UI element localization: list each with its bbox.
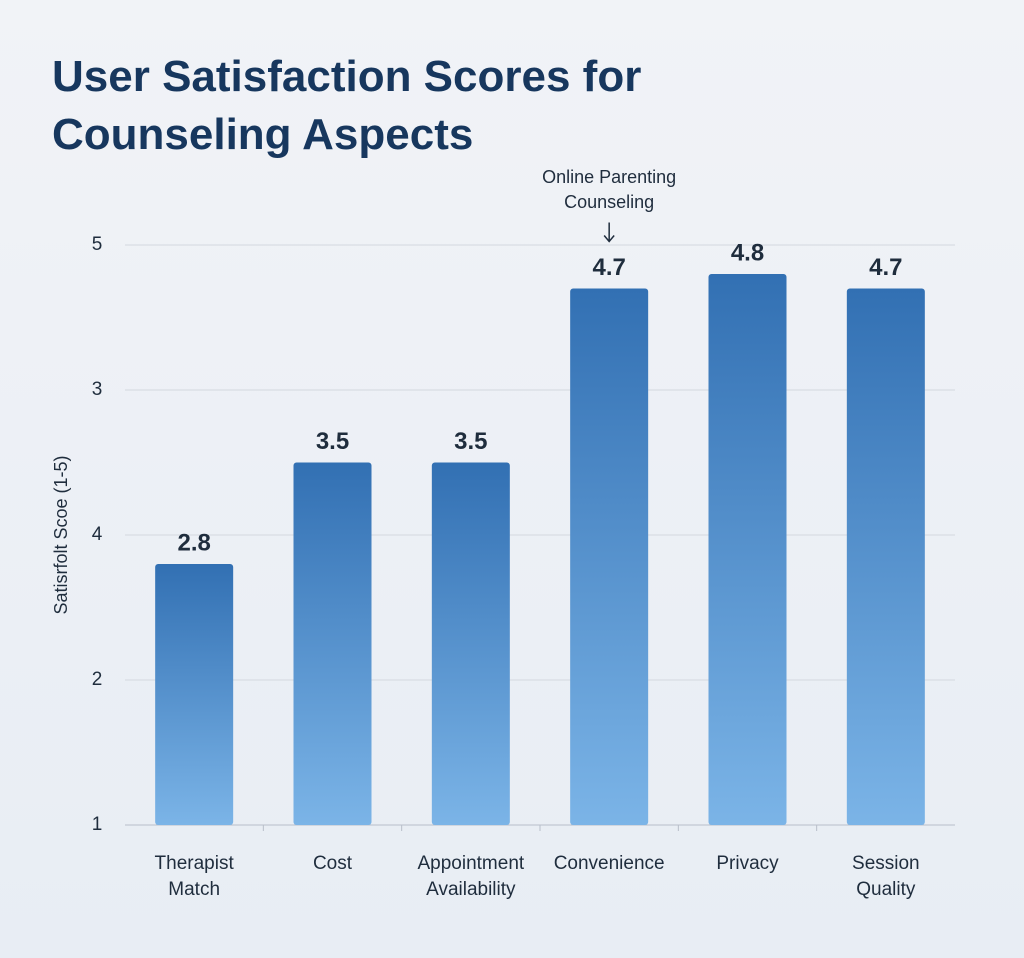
bar — [293, 462, 372, 825]
y-tick-label: 1 — [92, 814, 103, 835]
annotation: Online Parenting Counseling — [542, 166, 677, 212]
x-tick-label: Cost — [312, 853, 353, 874]
annotation-arrowhead — [603, 235, 615, 243]
bar — [155, 564, 234, 825]
data-label: 4.8 — [731, 239, 764, 266]
x-tick-label: Therapist Match — [154, 853, 234, 900]
x-tick-label: Session Quality — [852, 853, 920, 900]
bar — [570, 288, 649, 825]
x-tick-label: Privacy — [716, 853, 779, 874]
data-label: 4.7 — [869, 254, 902, 281]
y-tick-label: 2 — [92, 669, 103, 690]
y-tick-label: 5 — [92, 234, 103, 255]
data-label: 4.7 — [592, 254, 625, 281]
bar — [708, 274, 787, 825]
data-label: 3.5 — [454, 428, 487, 455]
data-label: 2.8 — [177, 529, 210, 556]
y-tick-label: 3 — [92, 379, 103, 400]
x-tick-label: Appointment Availability — [417, 853, 525, 900]
chart-title: User Satisfaction Scores for Counseling … — [52, 52, 642, 159]
data-label: 3.5 — [316, 428, 349, 455]
bar — [431, 462, 510, 825]
x-tick-label: Convenience — [553, 853, 665, 874]
bar — [846, 288, 925, 825]
y-axis-label: Satisrfolt Scoe (1-5) — [51, 455, 71, 614]
y-tick-label: 4 — [92, 524, 103, 545]
